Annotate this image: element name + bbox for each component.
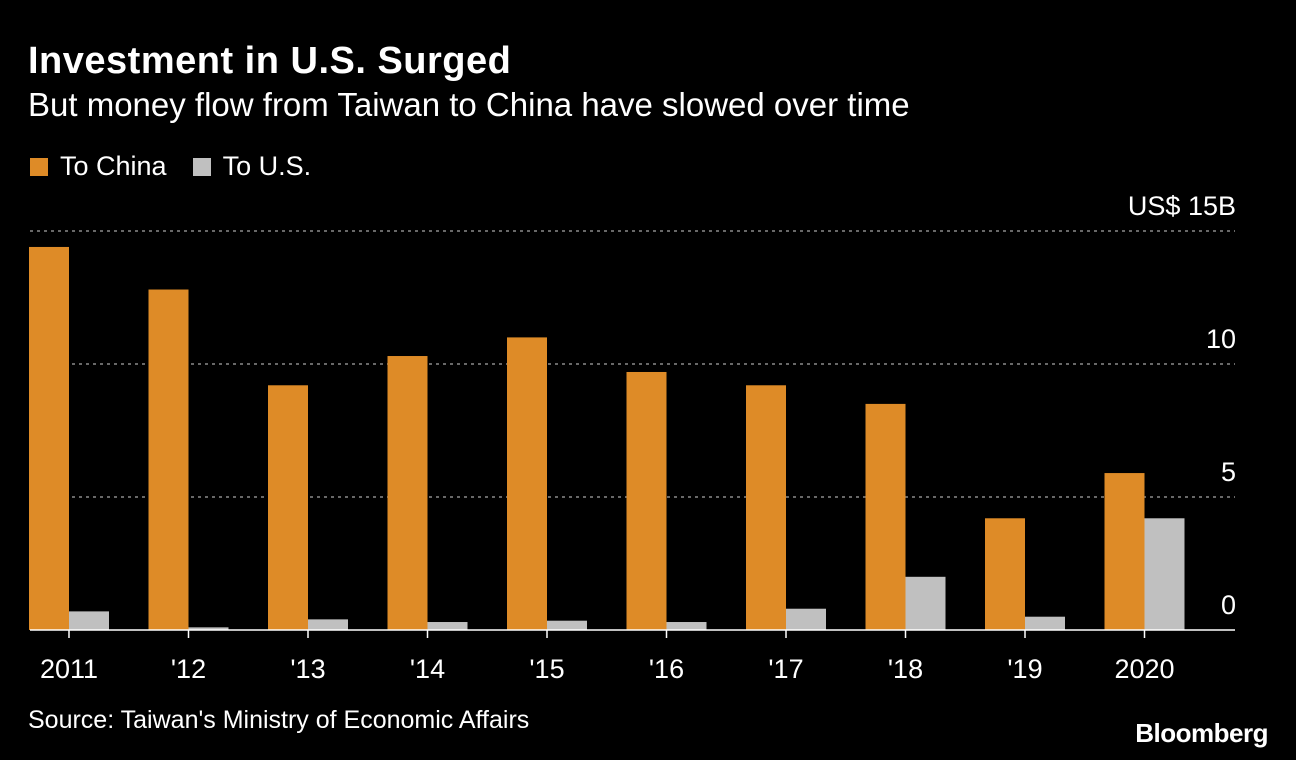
bar-china-0 (29, 246, 69, 630)
bloomberg-logo: Bloomberg (1135, 718, 1268, 748)
bar-china-2 (268, 385, 308, 630)
legend-swatch-china (30, 157, 48, 176)
x-tick-label: 2020 (1114, 654, 1174, 684)
source-note: Source: Taiwan's Ministry of Economic Af… (28, 706, 530, 734)
x-tick-label: '14 (410, 654, 445, 684)
y-tick-label: 5 (1221, 457, 1236, 487)
x-tick-label: '16 (649, 654, 684, 684)
x-tick-label: '17 (768, 654, 803, 684)
bar-us-8 (1025, 616, 1065, 630)
bar-us-7 (905, 576, 946, 630)
legend-label-us: To U.S. (222, 151, 312, 181)
bar-china-7 (865, 403, 906, 630)
y-tick-label: US$ 15B (1128, 191, 1236, 221)
x-tick-label: '13 (290, 654, 325, 684)
legend: To China To U.S. (30, 151, 337, 182)
legend-swatch-us (192, 157, 211, 176)
bar-china-5 (626, 371, 667, 630)
x-tick-label: '15 (529, 654, 564, 684)
legend-label-china: To China (60, 151, 167, 181)
legend-item-china: To China (30, 151, 167, 182)
chart-subtitle: But money flow from Taiwan to China have… (28, 86, 910, 123)
x-tick-label: '12 (171, 654, 206, 684)
bar-us-4 (547, 620, 587, 630)
y-tick-label: 0 (1221, 590, 1236, 620)
bar-china-9 (1104, 473, 1145, 630)
bar-china-6 (746, 385, 786, 630)
legend-item-us: To U.S. (192, 151, 312, 182)
bar-us-3 (427, 622, 468, 630)
bar-us-6 (786, 608, 826, 630)
bar-us-9 (1144, 518, 1185, 630)
chart-title: Investment in U.S. Surged (28, 40, 512, 82)
bar-us-2 (308, 619, 348, 630)
bar-china-8 (985, 518, 1025, 630)
y-tick-label: 10 (1206, 324, 1236, 354)
x-tick-label: 2011 (40, 654, 98, 684)
bar-china-1 (148, 289, 189, 630)
bar-us-5 (666, 622, 707, 630)
bar-us-1 (188, 627, 229, 630)
bar-us-0 (69, 611, 109, 630)
bar-china-3 (387, 356, 428, 630)
bar-china-4 (507, 337, 547, 630)
x-tick-label: '18 (888, 654, 923, 684)
x-tick-label: '19 (1007, 654, 1042, 684)
